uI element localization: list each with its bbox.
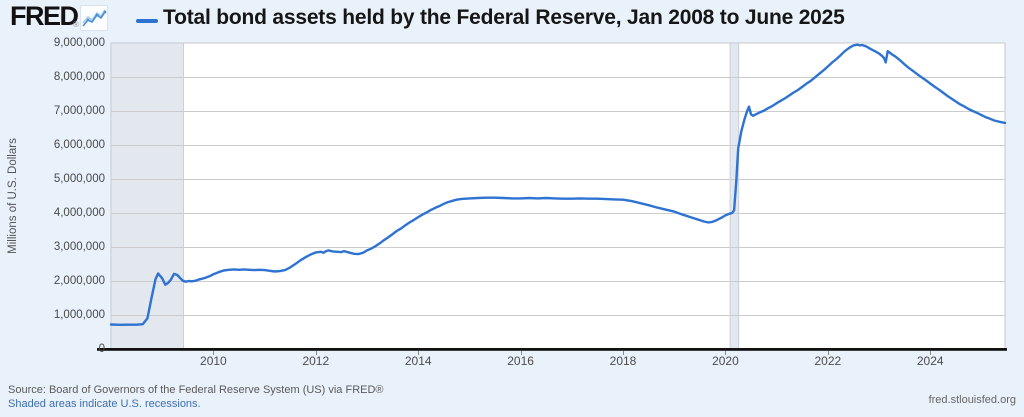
x-tick-label: 2020 xyxy=(712,354,739,368)
y-tick-label: 3,000,000 xyxy=(53,241,105,253)
recession-shading-link[interactable]: Shaded areas indicate U.S. recessions. xyxy=(8,398,201,410)
fred-site-label: fred.stlouisfed.org xyxy=(928,394,1016,406)
x-tick-label: 2012 xyxy=(302,354,330,368)
y-tick-label: 6,000,000 xyxy=(53,139,105,151)
recession-band xyxy=(110,42,184,350)
plot-background xyxy=(110,42,1006,350)
source-attribution: Source: Board of Governors of the Federa… xyxy=(8,384,384,396)
x-tick-label: 2022 xyxy=(814,354,842,368)
x-tick-label: 2018 xyxy=(609,354,637,368)
y-tick-label: 8,000,000 xyxy=(53,71,105,83)
fred-sparkline-icon xyxy=(80,5,108,31)
fred-logo[interactable]: FRED xyxy=(10,1,79,31)
x-tick-label: 2014 xyxy=(404,354,432,368)
y-tick-label: 0 xyxy=(98,343,105,355)
y-tick-label: 2,000,000 xyxy=(53,275,105,287)
x-axis-line xyxy=(97,348,1007,351)
data-line-total-bond-assets xyxy=(109,43,1007,326)
y-tick-label: 9,000,000 xyxy=(53,37,105,49)
x-tick-label: 2024 xyxy=(916,354,944,368)
x-tick-label: 2010 xyxy=(200,354,227,368)
x-tick-label: 2016 xyxy=(507,354,534,368)
series-legend-dash xyxy=(136,19,158,23)
y-tick-label: 7,000,000 xyxy=(53,105,105,117)
y-tick-label: 1,000,000 xyxy=(53,309,105,321)
y-tick-label: 4,000,000 xyxy=(53,207,105,219)
registered-mark: ® xyxy=(73,20,79,29)
y-tick-label: 5,000,000 xyxy=(53,173,105,185)
chart-title: Total bond assets held by the Federal Re… xyxy=(163,6,845,29)
